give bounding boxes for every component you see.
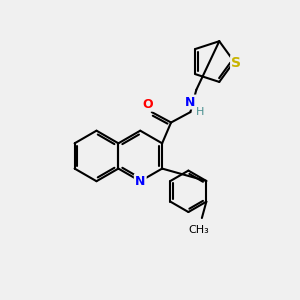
Text: N: N	[135, 175, 146, 188]
Text: N: N	[185, 95, 196, 109]
Text: S: S	[231, 56, 242, 70]
Text: CH₃: CH₃	[188, 225, 209, 235]
Text: O: O	[143, 98, 154, 111]
Text: H: H	[196, 107, 204, 117]
